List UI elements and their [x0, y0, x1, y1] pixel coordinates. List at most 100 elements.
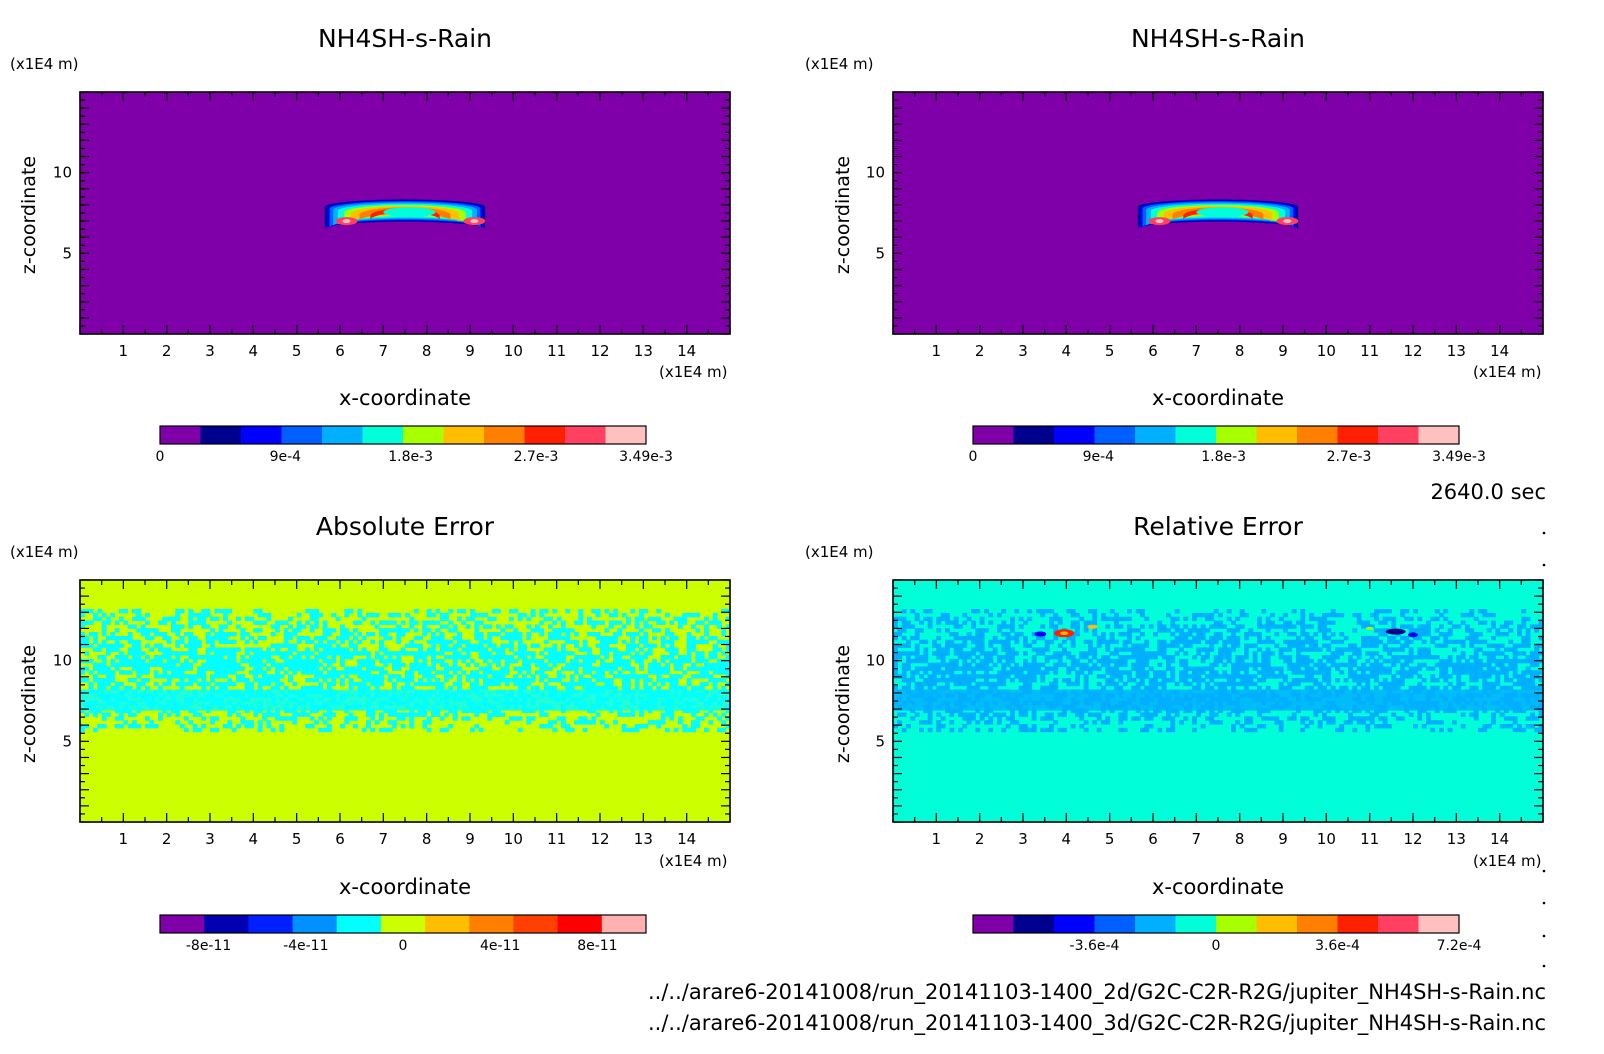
noise-cell: [309, 678, 315, 683]
noise-cell: [561, 628, 566, 633]
noise-cell: [1027, 681, 1033, 687]
noise-cell: [1196, 651, 1202, 656]
panel-bottom-left: Absolute Error (x1E4 m) 1 2 3 4 5 6 7 8 9 10 11 12 1…: [10, 512, 731, 954]
noise-cell: [1070, 612, 1076, 618]
noise-cell: [543, 609, 549, 614]
noise-cell: [275, 643, 280, 648]
noise-cell: [1473, 708, 1479, 714]
noise-cell: [136, 708, 142, 714]
noise-cell: [695, 674, 701, 679]
x-tick-label: 3: [1018, 342, 1028, 360]
noise-cell: [426, 681, 432, 687]
noise-cell: [275, 674, 280, 679]
noise-cell: [643, 639, 649, 645]
noise-cell: [708, 635, 714, 641]
noise-cell: [344, 716, 350, 721]
noise-cell: [149, 658, 155, 664]
noise-cell: [530, 658, 536, 664]
noise-cell: [266, 612, 272, 618]
noise-cell: [1096, 727, 1102, 733]
noise-cell: [1140, 612, 1145, 618]
noise-cell: [1014, 674, 1020, 679]
noise-cell: [1326, 655, 1332, 660]
noise-cell: [318, 727, 324, 733]
noise-cell: [673, 662, 679, 668]
noise-cell: [227, 647, 233, 652]
noise-cell: [656, 620, 662, 625]
noise-cell: [426, 678, 432, 683]
noise-cell: [1404, 635, 1410, 641]
noise-cell: [101, 620, 107, 625]
noise-cell: [522, 685, 527, 691]
noise-cell: [569, 658, 575, 664]
noise-cell: [400, 678, 406, 683]
noise-cell: [1326, 628, 1332, 633]
noise-cell: [227, 639, 233, 645]
noise-cell: [470, 647, 475, 652]
noise-cell: [1339, 632, 1345, 637]
noise-cell: [253, 674, 259, 679]
noise-cell: [1023, 674, 1028, 679]
noise-cell: [1127, 624, 1132, 629]
colorbar-segment: [362, 426, 404, 444]
noise-cell: [357, 609, 363, 614]
noise-cell: [123, 655, 129, 660]
noise-cell: [1408, 639, 1414, 645]
noise-cell: [335, 651, 341, 656]
noise-cell: [114, 724, 120, 729]
noise-cell: [379, 681, 384, 687]
noise-cell: [396, 655, 402, 660]
noise-cell: [491, 643, 497, 648]
noise-cell: [1404, 655, 1410, 660]
noise-cell: [145, 628, 150, 633]
noise-cell: [1287, 624, 1293, 629]
noise-cell: [932, 678, 937, 683]
noise-cell: [1261, 724, 1267, 729]
noise-cell: [305, 658, 311, 664]
noise-cell: [1456, 666, 1462, 671]
noise-cell: [927, 609, 933, 614]
noise-cell: [1291, 681, 1297, 687]
noise-cell: [1400, 674, 1405, 679]
noise-cell: [1226, 616, 1232, 622]
noise-cell: [422, 658, 428, 664]
noise-cell: [249, 658, 254, 664]
noise-cell: [422, 620, 428, 625]
noise-cell: [962, 666, 968, 671]
noise-cell: [966, 616, 972, 622]
noise-cell: [93, 708, 98, 714]
noise-cell: [932, 639, 937, 645]
noise-cell: [1408, 685, 1414, 691]
noise-cell: [578, 620, 584, 625]
noise-cell: [253, 658, 259, 664]
noise-cell: [1031, 662, 1037, 668]
noise-cell: [140, 670, 146, 675]
noise-cell: [656, 609, 662, 614]
noise-cell: [353, 666, 358, 671]
noise-cell: [262, 681, 267, 687]
noise-cell: [901, 616, 907, 622]
noise-cell: [1452, 624, 1457, 629]
noise-cell: [1140, 632, 1145, 637]
noise-cell: [682, 612, 688, 618]
noise-cell: [1443, 635, 1449, 641]
noise-cell: [1183, 616, 1189, 622]
noise-cell: [1209, 708, 1215, 714]
noise-cell: [914, 712, 920, 717]
noise-cell: [288, 666, 293, 671]
noise-cell: [1018, 685, 1024, 691]
noise-cell: [962, 662, 968, 668]
noise-cell: [1239, 662, 1245, 668]
noise-cell: [127, 712, 133, 717]
noise-cell: [361, 681, 367, 687]
noise-cell: [1348, 662, 1353, 668]
noise-cell: [949, 708, 955, 714]
noise-cell: [288, 616, 293, 622]
noise-cell: [1252, 655, 1258, 660]
noise-cell: [1400, 666, 1405, 671]
noise-cell: [1105, 720, 1111, 725]
noise-cell: [322, 628, 328, 633]
noise-cell: [478, 651, 484, 656]
noise-cell: [1421, 678, 1427, 683]
